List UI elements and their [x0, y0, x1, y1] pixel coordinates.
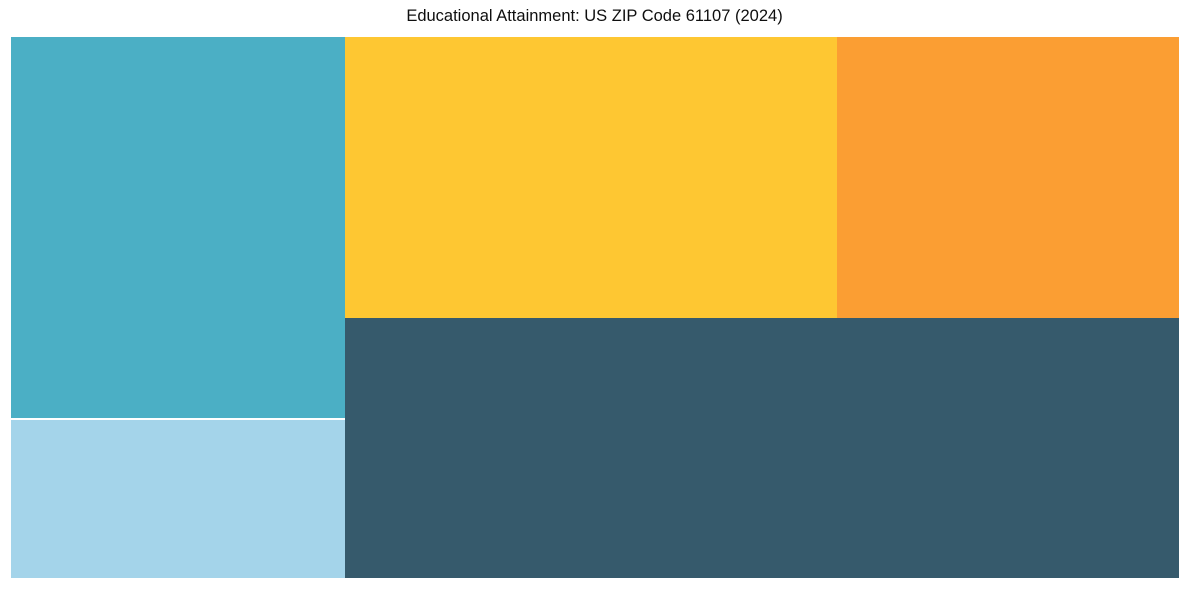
chart-title: Educational Attainment: US ZIP Code 6110…: [406, 7, 783, 25]
treemap-tile-left-top[interactable]: [11, 37, 345, 418]
treemap-tile-mid-top[interactable]: [345, 37, 837, 318]
treemap-tile-right-top[interactable]: [837, 37, 1179, 318]
treemap-tile-bottom[interactable]: [345, 318, 1179, 578]
treemap-tile-left-bottom[interactable]: [11, 420, 345, 578]
treemap-plot-area: [11, 37, 1179, 578]
